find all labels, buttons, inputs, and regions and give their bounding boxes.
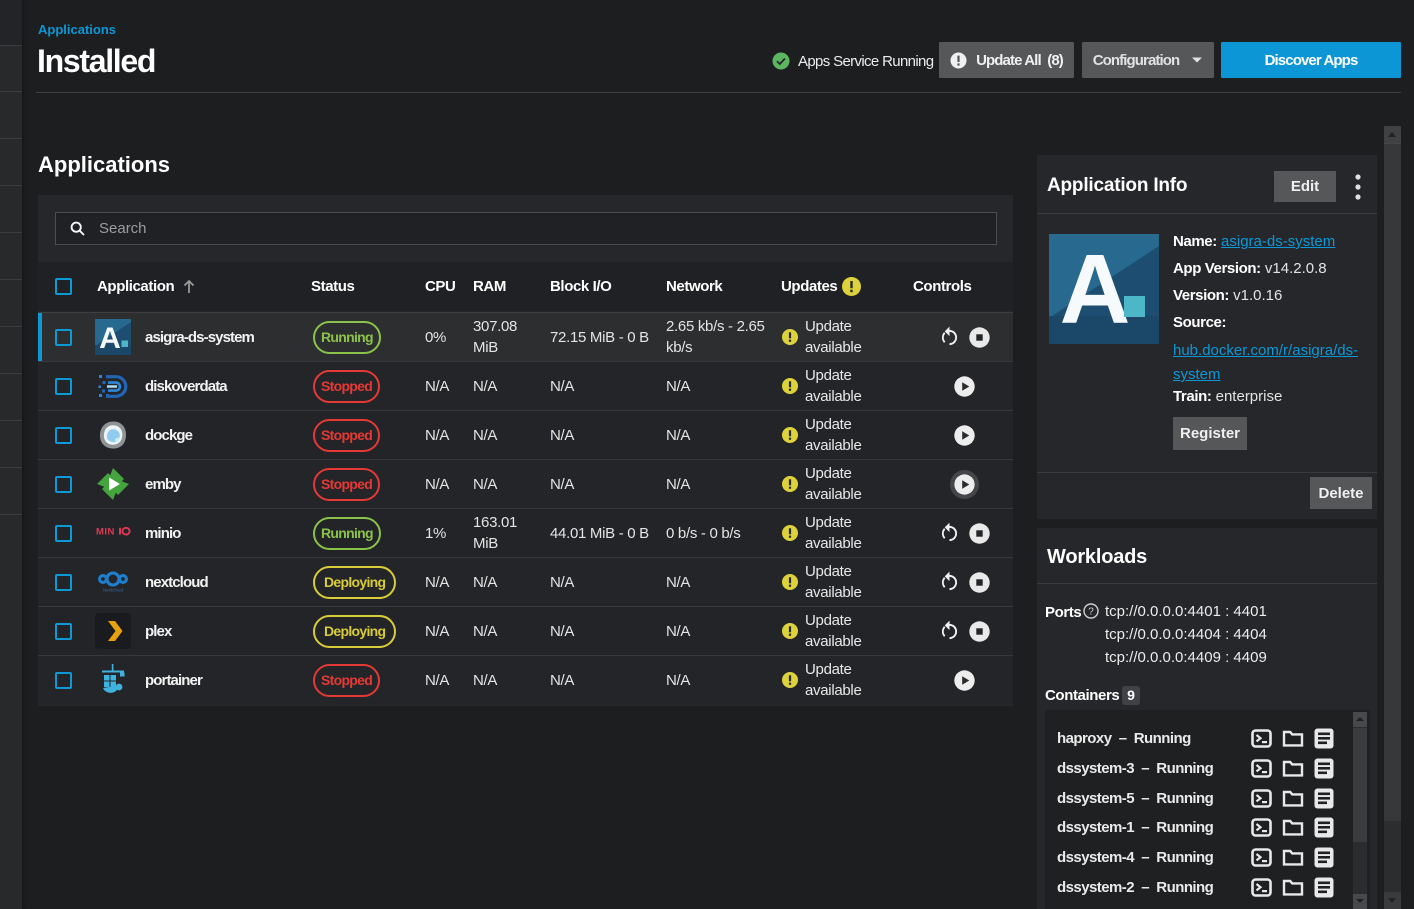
- svg-text:A: A: [99, 322, 121, 355]
- svg-text:MIN: MIN: [96, 527, 115, 538]
- svg-text:Nextcloud: Nextcloud: [103, 588, 124, 593]
- svg-text:?: ?: [1088, 607, 1094, 618]
- svg-text:A: A: [1060, 234, 1131, 344]
